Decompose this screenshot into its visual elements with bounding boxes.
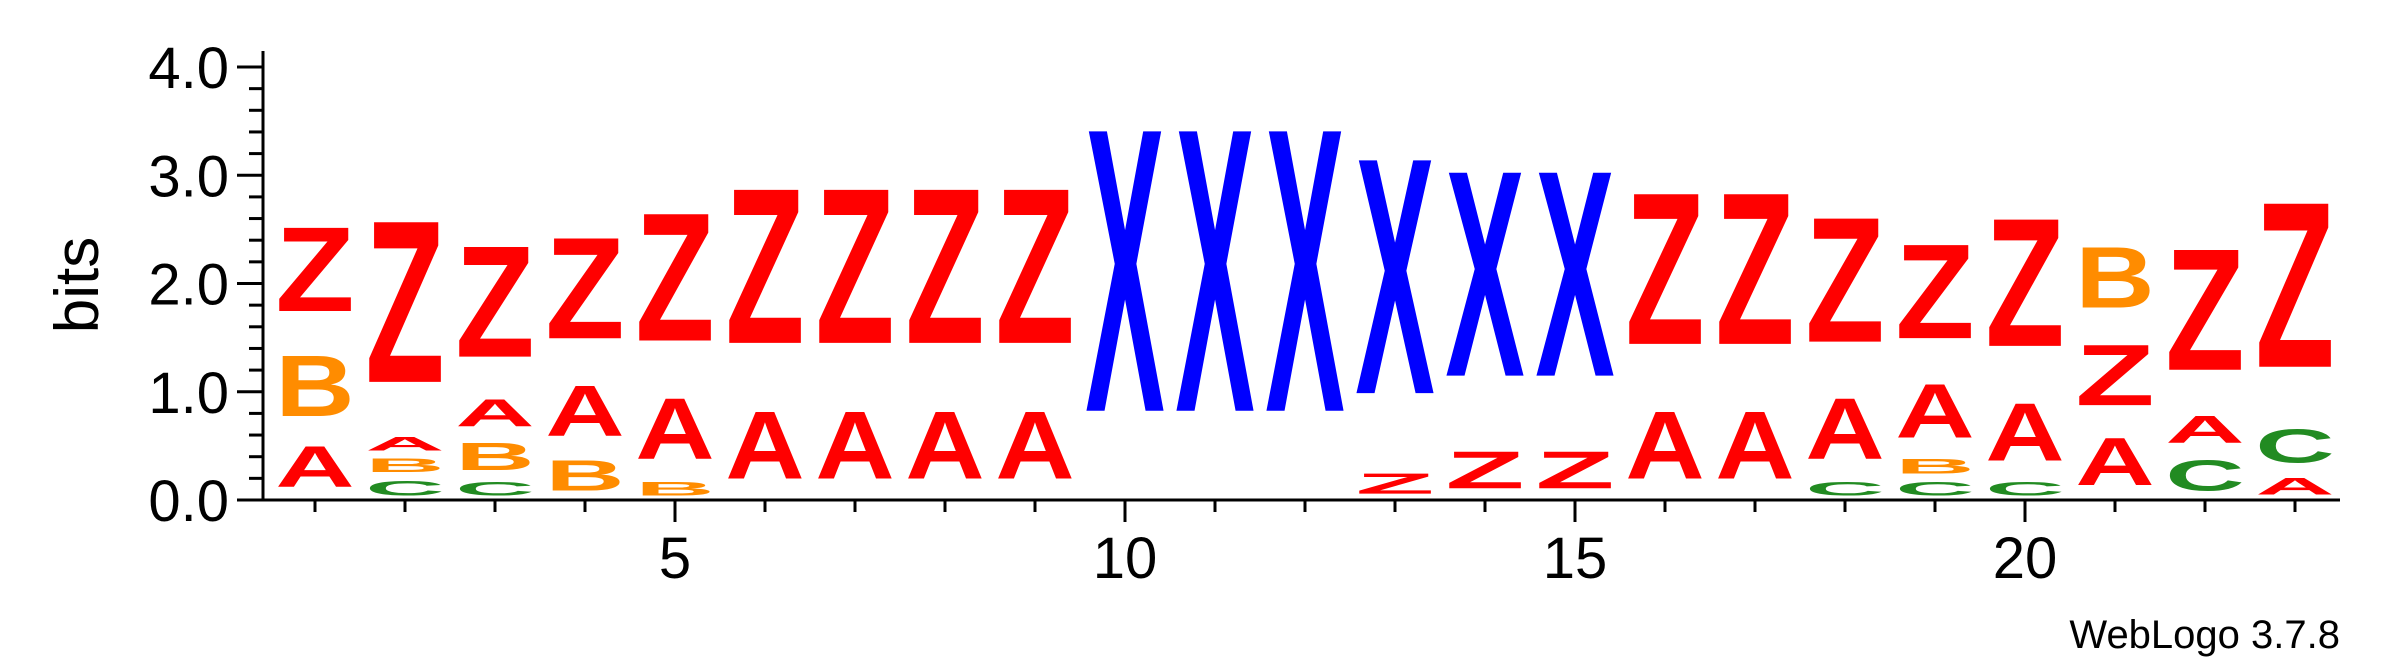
logo-glyph-x: X: [1265, 44, 1345, 497]
logo-glyph-z: Z: [905, 141, 984, 390]
logo-glyph-a: A: [1625, 391, 1704, 499]
logo-glyph-x: X: [1445, 109, 1524, 438]
logo-glyph-z: Z: [365, 172, 444, 431]
y-tick-label: 1.0: [148, 361, 229, 426]
x-tick-label: 20: [1993, 526, 2058, 591]
logo-glyph-z: Z: [1805, 181, 1884, 380]
logo-glyph-c: C: [365, 476, 444, 500]
y-tick-label: 0.0: [148, 469, 229, 534]
logo-glyph-a: A: [1715, 391, 1794, 499]
logo-glyph-b: B: [2075, 229, 2154, 327]
logo-glyph-c: C: [2165, 451, 2244, 500]
logo-glyph-c: C: [1805, 478, 1884, 500]
logo-glyph-a: A: [2165, 408, 2244, 451]
axes: 0.0 1.0 2.0 3.0 4.0 5 10 15 20: [148, 36, 2340, 591]
logo-glyph-x: X: [1085, 44, 1165, 497]
logo-glyph-a: A: [725, 391, 804, 499]
logo-glyph-a: A: [905, 391, 984, 499]
logo-glyph-a: A: [365, 433, 444, 455]
weblogo-version-label: WebLogo 3.7.8: [2069, 613, 2340, 657]
logo-glyph-b: B: [455, 436, 534, 479]
logo-glyph-a: A: [2075, 425, 2154, 500]
y-tick-label: 4.0: [148, 36, 229, 101]
logo-glyph-z: Z: [1895, 217, 1974, 368]
logo-glyph-c: C: [1895, 478, 1974, 500]
logo-glyph-b: B: [545, 451, 624, 500]
logo-glyph-a: A: [1985, 386, 2064, 478]
logo-glyph-b: B: [1895, 454, 1974, 478]
logo-glyph-z: Z: [725, 141, 804, 390]
logo-glyph-z: Z: [275, 202, 354, 337]
y-tick-label: 2.0: [148, 253, 229, 318]
logo-glyph-c: C: [2255, 418, 2334, 472]
logo-glyph-b: B: [635, 478, 714, 500]
logo-glyph-b: B: [365, 455, 444, 477]
logo-glyph-z: Z: [995, 141, 1074, 390]
logo-glyph-a: A: [635, 380, 714, 478]
logo-glyph-c: C: [1985, 478, 2064, 500]
logo-glyph-z: Z: [2165, 212, 2244, 407]
logo-glyph-a: A: [455, 392, 534, 435]
x-tick-label: 15: [1543, 526, 1608, 591]
logo-glyph-x: X: [1535, 109, 1614, 438]
logo-glyph-z: Z: [545, 209, 624, 370]
logo-glyph-z: Z: [455, 212, 534, 391]
logo-glyph-z: Z: [2255, 153, 2334, 417]
logo-glyph-z: Z: [1355, 467, 1434, 499]
x-tick-label: 10: [1093, 526, 1158, 591]
logo-glyph-a: A: [815, 391, 894, 499]
logo-glyph-b: B: [275, 337, 354, 435]
logo-glyph-z: Z: [815, 141, 894, 390]
logo-glyph-c: C: [455, 478, 534, 500]
y-axis-label: bits: [43, 237, 112, 333]
logo-glyph-z: Z: [1985, 180, 2064, 386]
y-tick-label: 3.0: [148, 144, 229, 209]
logo-glyph-x: X: [1355, 88, 1434, 466]
logo-glyph-z: Z: [1445, 440, 1524, 500]
logo-glyph-z: Z: [1535, 440, 1614, 500]
logo-glyph-a: A: [2255, 473, 2334, 500]
logo-glyph-z: Z: [1625, 147, 1704, 390]
x-tick-label: 5: [659, 526, 691, 591]
logo-glyph-a: A: [995, 391, 1074, 499]
logo-glyph-a: A: [1805, 380, 1884, 478]
logo-glyph-a: A: [275, 435, 354, 500]
logo-glyph-a: A: [545, 370, 624, 451]
logo-glyph-x: X: [1175, 44, 1255, 497]
logo-glyph-z: Z: [2075, 327, 2154, 424]
logo-glyph-z: Z: [1715, 147, 1794, 390]
logo-glyph-a: A: [1895, 368, 1974, 454]
logo-glyph-z: Z: [635, 174, 714, 380]
